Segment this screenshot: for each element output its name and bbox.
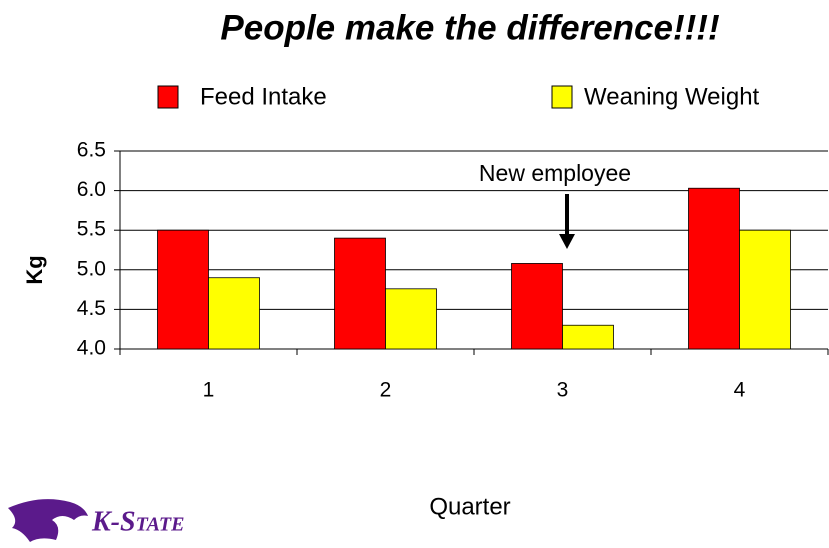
x-tick-label: 4	[734, 379, 746, 402]
bar	[562, 324, 614, 350]
logo-text: K-State	[91, 506, 184, 537]
bar	[739, 229, 791, 350]
x-tick-label: 3	[557, 379, 569, 402]
x-tick-label: 1	[203, 379, 215, 402]
annotation: New employee	[479, 160, 631, 186]
bar	[511, 263, 563, 350]
y-tick-label: 4.0	[77, 337, 106, 360]
x-axis-label: Quarter	[429, 493, 510, 520]
legend-swatch	[551, 85, 573, 109]
y-tick-label: 5.5	[77, 218, 106, 241]
bar	[385, 288, 437, 350]
bar	[157, 229, 209, 350]
y-tick-label: 6.5	[77, 139, 106, 162]
y-tick-label: 5.0	[77, 257, 106, 280]
legend-swatch	[157, 85, 179, 109]
bar	[688, 187, 740, 350]
chart-title: People make the difference!!!!	[220, 8, 720, 47]
legend-label: Feed Intake	[200, 83, 327, 110]
x-tick-label: 2	[380, 379, 392, 402]
logo: K-State	[8, 499, 184, 542]
legend-label: Weaning Weight	[584, 83, 760, 110]
bar	[208, 277, 260, 350]
bar	[334, 237, 386, 350]
y-axis-label: Kg	[22, 255, 47, 284]
annotation-arrowhead	[559, 234, 575, 249]
y-tick-label: 4.5	[77, 297, 106, 320]
y-tick-label: 6.0	[77, 178, 106, 201]
logo-cat	[8, 499, 88, 542]
